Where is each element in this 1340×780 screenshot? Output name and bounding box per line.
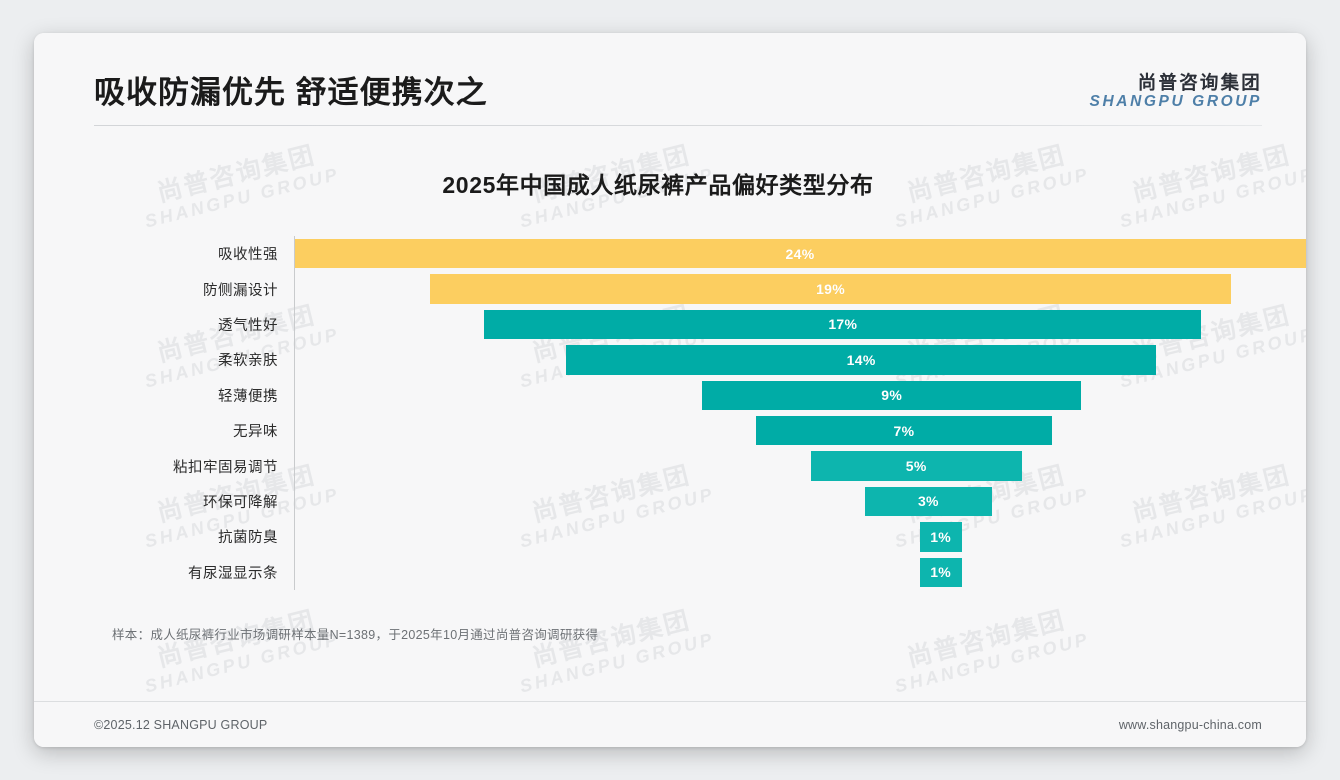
bar-segment[interactable]: 1% — [919, 557, 962, 587]
bar-value-label: 7% — [893, 422, 915, 439]
bar-category-label: 防侧漏设计 — [203, 282, 278, 299]
bar-rows: 吸收性强 24% 防侧漏设计 19% 透气性好 17% 柔软亲肤 14% 轻薄便携 9% 无异味 7%… — [94, 236, 1306, 590]
bar-category-label: 柔软亲肤 — [218, 353, 278, 370]
bar-value-label: 14% — [846, 351, 876, 368]
footer-copyright: ©2025.12 SHANGPU GROUP — [94, 717, 268, 732]
bar-segment[interactable]: 5% — [810, 451, 1022, 481]
chart-footnote: 样本：成人纸尿裤行业市场调研样本量N=1389，于2025年10月通过尚普咨询调… — [34, 624, 1306, 643]
brand-logo-cn: 尚普咨询集团 — [1137, 72, 1262, 94]
bar-value-label: 19% — [816, 281, 846, 298]
bar-value-label: 1% — [930, 528, 952, 545]
bar-track: 5% — [294, 448, 1306, 483]
chart-container: 2025年中国成人纸尿裤产品偏好类型分布 吸收性强 24% 防侧漏设计 19% 透气性好… — [34, 126, 1306, 590]
brand-logo: 尚普咨询集团 SHANGPU GROUP — [1090, 73, 1262, 126]
slide-body: 尚普咨询集团 SHANGPU GROUP 尚普咨询集团 SHANGPU GROUP 尚普… — [34, 126, 1306, 701]
chart-title: 2025年中国成人纸尿裤产品偏好类型分布 — [442, 172, 874, 198]
bar-value-label: 5% — [905, 458, 927, 475]
bar-row: 柔软亲肤 14% — [94, 342, 1306, 377]
bar-row: 环保可降解 3% — [94, 484, 1306, 519]
bar-segment[interactable]: 1% — [919, 522, 962, 552]
slide-card: 吸收防漏优先 舒适便携次之 尚普咨询集团 SHANGPU GROUP 尚普咨询集… — [34, 33, 1306, 747]
bar-segment[interactable]: 3% — [865, 486, 992, 517]
slide-footer: ©2025.12 SHANGPU GROUP www.shangpu-china… — [34, 701, 1306, 747]
bar-row: 吸收性强 24% — [94, 236, 1306, 271]
bar-track: 3% — [294, 484, 1306, 519]
bar-category-label: 透气性好 — [218, 317, 278, 334]
bar-row: 有尿湿显示条 1% — [94, 555, 1306, 590]
bar-value-label: 24% — [785, 245, 815, 262]
page-title: 吸收防漏优先 舒适便携次之 — [94, 75, 488, 110]
bar-segment[interactable]: 14% — [565, 345, 1157, 375]
bar-category-label: 抗菌防臭 — [218, 530, 278, 547]
bar-track: 9% — [294, 378, 1306, 413]
bar-value-label: 9% — [881, 387, 903, 404]
bar-row: 透气性好 17% — [94, 307, 1306, 342]
bar-category-label: 无异味 — [233, 424, 278, 441]
bar-category-label: 轻薄便携 — [218, 388, 278, 405]
bar-track: 19% — [294, 271, 1306, 306]
bar-value-label: 1% — [930, 564, 952, 581]
bar-row: 防侧漏设计 19% — [94, 271, 1306, 306]
bar-category-label: 有尿湿显示条 — [188, 565, 278, 582]
bar-category-label: 环保可降解 — [203, 494, 278, 511]
bar-segment[interactable]: 17% — [484, 309, 1202, 340]
y-axis-line — [294, 236, 295, 590]
bar-segment[interactable]: 9% — [701, 380, 1082, 410]
bar-row: 轻薄便携 9% — [94, 378, 1306, 413]
bar-track: 14% — [294, 342, 1306, 377]
bar-category-label: 吸收性强 — [218, 247, 278, 264]
bar-segment[interactable]: 7% — [756, 415, 1052, 446]
bar-segment[interactable]: 19% — [429, 274, 1232, 304]
slide-header: 吸收防漏优先 舒适便携次之 尚普咨询集团 SHANGPU GROUP — [34, 33, 1306, 126]
bar-track: 7% — [294, 413, 1306, 448]
bar-row: 抗菌防臭 1% — [94, 519, 1306, 554]
bar-value-label: 3% — [917, 493, 939, 510]
footnote-text: 样本：成人纸尿裤行业市场调研样本量N=1389，于2025年10月通过尚普咨询调… — [112, 627, 599, 642]
header-divider — [94, 125, 1262, 126]
brand-logo-en: SHANGPU GROUP — [1089, 92, 1262, 110]
footer-website[interactable]: www.shangpu-china.com — [1118, 717, 1262, 732]
bar-track: 17% — [294, 307, 1306, 342]
bar-track: 1% — [294, 555, 1306, 590]
bar-row: 无异味 7% — [94, 413, 1306, 448]
bar-segment[interactable]: 24% — [294, 239, 1306, 269]
bar-value-label: 17% — [828, 316, 858, 333]
bar-row: 粘扣牢固易调节 5% — [94, 448, 1306, 483]
bar-track: 1% — [294, 519, 1306, 554]
chart-plot-area: 吸收性强 24% 防侧漏设计 19% 透气性好 17% 柔软亲肤 14% 轻薄便携 9% 无异味 7%… — [34, 236, 1306, 590]
bar-category-label: 粘扣牢固易调节 — [173, 459, 278, 476]
bar-track: 24% — [294, 236, 1306, 271]
